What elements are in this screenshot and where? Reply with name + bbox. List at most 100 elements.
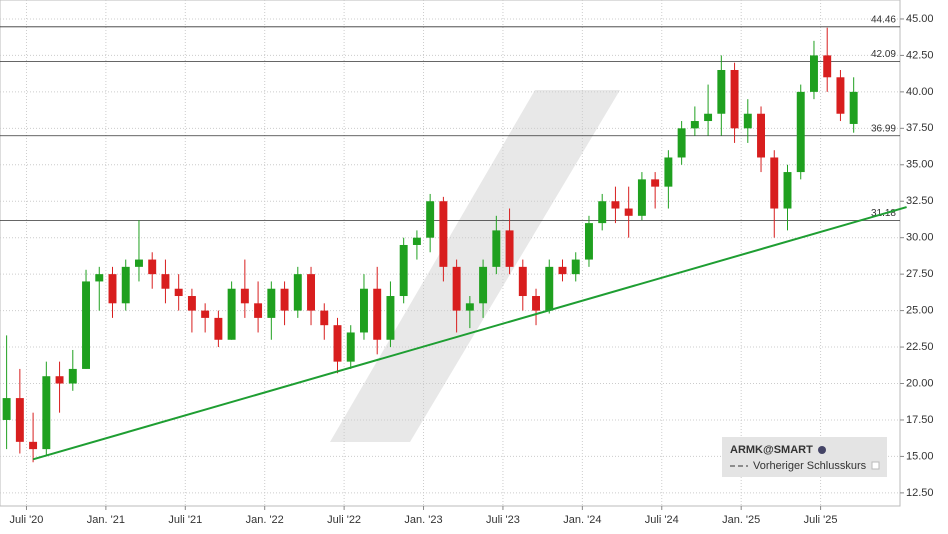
candle-body (532, 296, 540, 311)
candle-body (360, 288, 368, 333)
legend-icon (818, 446, 826, 454)
candle-body (267, 288, 276, 318)
candle-body (68, 368, 77, 384)
candle-body (796, 91, 805, 173)
level-label: 36.99 (871, 123, 896, 134)
x-tick-label: Juli '23 (486, 514, 520, 526)
level-label: 44.46 (871, 14, 896, 25)
candle-body (307, 274, 315, 311)
y-tick-label: 30.00 (906, 232, 934, 244)
y-tick-label: 35.00 (906, 159, 934, 171)
y-tick-label: 45.00 (906, 13, 934, 25)
candle-body (293, 274, 302, 311)
x-tick-label: Jan. '23 (404, 514, 442, 526)
candle-body (254, 303, 263, 318)
candle-body (823, 55, 832, 78)
candle-body (479, 266, 488, 304)
level-label: 42.09 (871, 49, 896, 60)
candle-body (465, 303, 474, 311)
y-tick-label: 15.00 (906, 450, 934, 462)
candle-body (214, 317, 223, 340)
candle-body (704, 113, 713, 122)
candle-body (15, 398, 24, 442)
candle-body (320, 310, 329, 326)
candle-body (373, 288, 382, 340)
candle-body (187, 296, 196, 311)
y-tick-label: 32.50 (906, 195, 934, 207)
y-tick-label: 22.50 (906, 341, 934, 353)
legend-symbol: ARMK@SMART (730, 444, 813, 456)
x-tick-label: Juli '24 (645, 514, 679, 526)
legend-checkbox[interactable] (871, 461, 880, 470)
candle-body (346, 332, 355, 362)
trend-line (32, 206, 907, 461)
candle-body (624, 208, 633, 216)
candle-body (135, 259, 143, 267)
candle-body (836, 77, 845, 114)
candle-body (82, 281, 90, 369)
candle-body (386, 296, 395, 340)
x-tick-label: Jan. '22 (246, 514, 284, 526)
candle-body (412, 237, 421, 245)
candle-body (545, 266, 554, 311)
candle-body (770, 157, 779, 209)
candle-body (95, 274, 104, 282)
candle-body (743, 113, 752, 129)
watermark (330, 90, 620, 442)
y-tick-label: 42.50 (906, 49, 934, 61)
candle-body (690, 121, 699, 129)
candle-body (399, 244, 408, 297)
candle-body (849, 91, 858, 124)
candle-body (518, 266, 527, 297)
candle-body (611, 201, 620, 209)
candle-body (717, 69, 726, 114)
candle-body (505, 230, 514, 267)
candle-body (426, 201, 435, 238)
y-tick-label: 17.50 (906, 414, 934, 426)
y-tick-label: 40.00 (906, 86, 934, 98)
candle-body (439, 201, 448, 267)
x-tick-label: Jan. '21 (87, 514, 125, 526)
x-tick-label: Jan. '24 (563, 514, 601, 526)
candle-body (598, 201, 607, 224)
y-tick-label: 37.50 (906, 122, 934, 134)
candle-body (585, 223, 593, 260)
candle-body (121, 266, 130, 304)
candle-body (452, 266, 461, 311)
candle-body (571, 259, 580, 275)
candle-body (148, 259, 157, 275)
x-tick-label: Jan. '25 (722, 514, 760, 526)
candle-body (2, 398, 11, 420)
y-tick-label: 20.00 (906, 377, 934, 389)
x-tick-label: Juli '20 (10, 514, 44, 526)
x-tick-label: Juli '22 (327, 514, 361, 526)
candle-body (55, 376, 64, 384)
candle-body (651, 179, 660, 187)
candle-body (492, 230, 501, 267)
candle-body (558, 266, 567, 275)
candle-body (677, 128, 686, 158)
candle-body (333, 325, 342, 362)
y-tick-label: 12.50 (906, 487, 934, 499)
candle-body (783, 172, 792, 209)
candle-body (280, 288, 289, 311)
candle-body (108, 274, 117, 304)
y-tick-label: 25.00 (906, 305, 934, 317)
legend-label: Vorheriger Schlusskurs (753, 460, 867, 472)
candle-body (240, 288, 249, 304)
legend-box (722, 437, 887, 477)
candle-body (810, 55, 818, 92)
candle-body (161, 274, 170, 289)
y-tick-label: 27.50 (906, 268, 934, 280)
candle-body (757, 113, 765, 158)
candle-body (664, 157, 673, 187)
candle-body (201, 310, 210, 318)
candle-body (174, 288, 183, 297)
x-tick-label: Juli '25 (804, 514, 838, 526)
candle-body (29, 441, 38, 450)
candle-body (42, 376, 51, 450)
candle-body (730, 69, 739, 129)
x-tick-label: Juli '21 (168, 514, 202, 526)
